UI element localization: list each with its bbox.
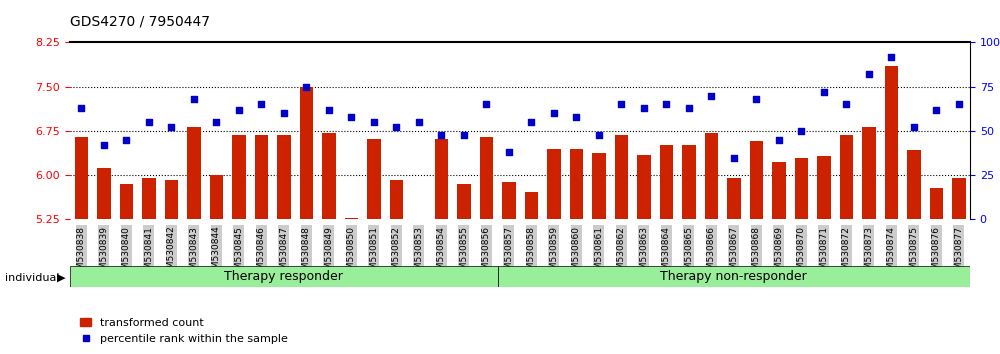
Point (478, 102, 494, 107)
Bar (727, 178, 740, 219)
Text: ▶: ▶ (56, 273, 65, 283)
Bar (547, 149, 560, 219)
Point (366, 119, 382, 125)
Bar (862, 127, 876, 219)
Bar (570, 149, 583, 219)
Point (96, 142, 112, 148)
Point (231, 107, 247, 113)
Point (748, 96, 764, 102)
Point (861, 72, 877, 77)
Text: GDS4270 / 7950447: GDS4270 / 7950447 (70, 14, 210, 28)
Bar (502, 182, 516, 219)
Point (613, 102, 629, 107)
Point (681, 105, 697, 111)
Point (658, 102, 674, 107)
Bar (682, 144, 696, 219)
Bar (772, 162, 786, 219)
Point (163, 125, 179, 130)
Point (568, 114, 584, 120)
Point (771, 137, 787, 143)
Bar (210, 175, 223, 219)
Point (388, 125, 404, 130)
Point (883, 54, 899, 59)
Bar (74, 137, 88, 219)
Point (208, 119, 224, 125)
Bar (97, 168, 110, 219)
Bar (277, 135, 290, 219)
Bar (614, 135, 628, 219)
Point (343, 114, 359, 120)
Point (433, 132, 449, 137)
Bar (524, 192, 538, 219)
Point (118, 137, 134, 143)
Bar (434, 139, 448, 219)
Bar (120, 184, 133, 219)
Bar (457, 184, 471, 219)
Bar (840, 135, 853, 219)
Bar (907, 150, 921, 219)
Bar (637, 155, 650, 219)
Bar (704, 133, 718, 219)
Bar (367, 139, 380, 219)
Bar (300, 87, 313, 219)
Point (141, 119, 157, 125)
Bar (390, 180, 403, 219)
Text: Therapy non-responder: Therapy non-responder (660, 270, 807, 282)
Bar (322, 133, 336, 219)
Point (298, 84, 314, 90)
Point (253, 102, 269, 107)
Bar (952, 178, 966, 219)
Point (186, 96, 202, 102)
Bar (164, 180, 178, 219)
Bar (592, 153, 606, 219)
Point (546, 110, 562, 116)
Bar (412, 219, 426, 221)
Bar (344, 218, 358, 219)
Point (816, 89, 832, 95)
Point (906, 125, 922, 130)
Bar (817, 156, 831, 219)
Bar (187, 127, 200, 219)
Point (838, 102, 854, 107)
Text: Therapy responder: Therapy responder (224, 270, 343, 282)
Bar (750, 141, 763, 219)
Point (726, 155, 742, 160)
Point (501, 149, 517, 155)
Bar (142, 178, 156, 219)
Point (591, 132, 607, 137)
Point (276, 110, 292, 116)
Bar (254, 135, 268, 219)
Point (951, 102, 967, 107)
Point (73, 105, 89, 111)
Point (636, 105, 652, 111)
Bar (930, 188, 943, 219)
Bar (794, 158, 808, 219)
Bar (498, 266, 970, 287)
Bar (885, 66, 898, 219)
Point (523, 119, 539, 125)
Text: individual: individual (5, 273, 60, 283)
Point (928, 107, 944, 113)
Point (793, 128, 809, 134)
Bar (660, 144, 673, 219)
Bar (70, 266, 498, 287)
Point (703, 93, 719, 98)
Bar (480, 137, 493, 219)
Point (456, 132, 472, 137)
Bar (232, 135, 246, 219)
Point (411, 119, 427, 125)
Legend: transformed count, percentile rank within the sample: transformed count, percentile rank withi… (76, 314, 292, 348)
Point (321, 107, 337, 113)
